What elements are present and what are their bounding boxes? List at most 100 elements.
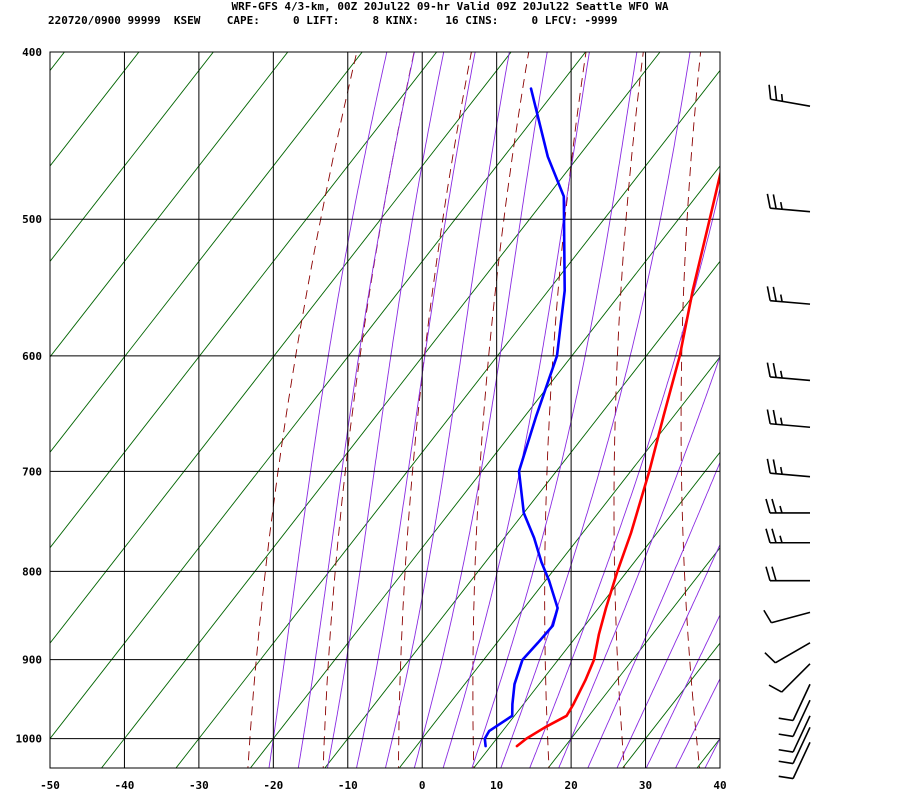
barb-staff [770, 299, 811, 305]
barb-half-feather [779, 201, 783, 210]
wind-barb [763, 609, 811, 624]
isotherm-line [547, 546, 720, 768]
x-tick-label: 40 [713, 779, 726, 792]
isotherm-line [473, 451, 720, 768]
barb-feather [778, 760, 794, 765]
moist-adiabat [558, 355, 720, 768]
wind-barb [766, 362, 811, 382]
background-lines [50, 14, 900, 776]
barb-feather [772, 286, 777, 302]
dry-adiabat [870, 14, 900, 776]
x-tick-label: -10 [338, 779, 358, 792]
grid [49, 51, 721, 768]
dry-adiabat [472, 52, 530, 768]
moist-adiabat [500, 52, 691, 768]
barb-feather [771, 566, 777, 581]
barb-staff [770, 376, 811, 382]
barb-staff [770, 472, 811, 478]
wind-barb [766, 458, 811, 478]
wind-barb [766, 193, 811, 213]
barb-staff [792, 726, 811, 764]
dry-adiabat [746, 14, 776, 776]
barb-feather [766, 458, 771, 474]
chart-title: WRF-GFS 4/3-km, 00Z 20Jul22 09-hr Valid … [231, 0, 669, 13]
y-tick-label: 600 [22, 350, 42, 363]
isotherm-line [50, 52, 140, 167]
isotherm-line [324, 260, 720, 768]
barb-feather [765, 528, 771, 543]
wind-barb [778, 726, 811, 765]
barb-feather [772, 362, 777, 378]
isotherm-line [50, 52, 587, 740]
barb-feather [766, 362, 771, 378]
barb-staff [792, 683, 811, 721]
wind-barb [765, 566, 810, 582]
moist-adiabat [616, 543, 720, 768]
x-tick-label: 0 [419, 779, 426, 792]
isotherm-line [50, 52, 438, 549]
barb-staff [792, 742, 811, 779]
moist-adiabat [529, 186, 720, 768]
isotherm-line [100, 52, 661, 768]
dry-adiabat [247, 52, 358, 768]
isotherm-line [50, 52, 512, 644]
isotherm-line [50, 52, 289, 358]
barb-staff [774, 642, 811, 664]
x-tick-label: -40 [115, 779, 135, 792]
profiles [483, 87, 720, 748]
dry-adiabat [322, 52, 415, 768]
moist-adiabat [297, 52, 415, 768]
barb-feather [778, 748, 794, 753]
isotherm-line [398, 356, 720, 768]
isotherm-line [175, 69, 720, 768]
barb-staff [770, 98, 811, 107]
moist-adiabat [704, 737, 720, 768]
moist-adiabat [675, 677, 720, 768]
barb-half-feather [779, 535, 783, 543]
wind-barb [768, 84, 811, 107]
moist-adiabat [471, 52, 638, 768]
x-tick-label: -20 [263, 779, 283, 792]
x-tick-label: 10 [490, 779, 503, 792]
barb-half-feather [780, 94, 784, 102]
moist-adiabat [413, 52, 548, 768]
y-tick-label: 500 [22, 213, 42, 226]
moist-adiabat [587, 461, 720, 768]
dry-adiabat [809, 14, 851, 776]
wind-barbs [763, 84, 811, 780]
barb-staff [792, 715, 811, 753]
barb-feather [778, 775, 794, 780]
wind-barb [765, 528, 810, 544]
barb-feather [764, 652, 776, 664]
isotherm-line [50, 52, 363, 454]
barb-feather [778, 717, 794, 722]
isotherm-line [766, 14, 900, 776]
moist-adiabat [268, 52, 388, 768]
y-tick-label: 400 [22, 46, 42, 59]
moist-adiabat [384, 52, 510, 768]
barb-feather [768, 684, 783, 693]
isotherm-line [696, 737, 720, 768]
temperature-profile [515, 169, 720, 748]
wind-barb [765, 498, 810, 514]
barb-staff [770, 422, 811, 429]
barb-staff [792, 699, 811, 737]
moist-adiabat [442, 52, 590, 768]
moist-adiabat [356, 52, 476, 768]
barb-feather [766, 193, 771, 209]
isotherm-line [840, 14, 900, 776]
x-tick-label: 30 [639, 779, 652, 792]
wind-barb [778, 699, 811, 738]
dry-adiabat [544, 52, 587, 768]
isotherm-line [50, 52, 214, 263]
barb-feather [774, 85, 778, 101]
wind-barb [764, 642, 811, 664]
barb-staff [781, 663, 811, 693]
moist-adiabat [326, 52, 445, 768]
dry-adiabat [680, 52, 702, 768]
barb-feather [766, 409, 771, 424]
dewpoint-profile [483, 87, 566, 748]
wind-barb [778, 683, 811, 722]
barb-staff [771, 611, 811, 624]
